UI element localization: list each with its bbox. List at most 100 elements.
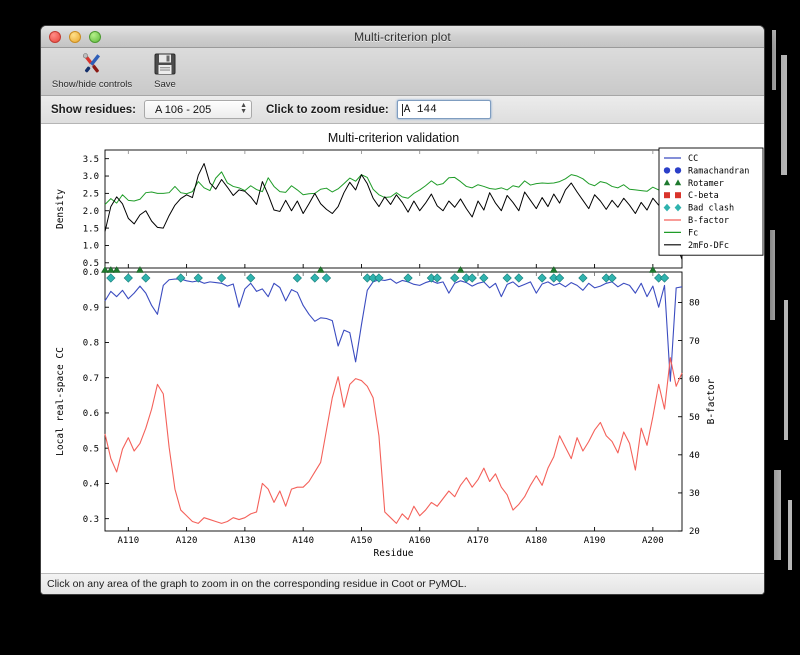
y-tick-label-cc: 0.5 <box>83 444 99 454</box>
bad-clash-marker[interactable] <box>578 273 588 283</box>
series-2mfo-dfc <box>104 163 683 260</box>
rotamer-outlier-marker[interactable] <box>106 266 115 273</box>
status-bar: Click on any area of the graph to zoom i… <box>41 573 764 594</box>
chart-title: Multi-criterion validation <box>328 131 459 145</box>
x-tick-label: A120 <box>176 536 198 546</box>
rotamer-outlier-marker[interactable] <box>135 266 145 273</box>
bad-clash-marker[interactable] <box>123 273 133 283</box>
bad-clash-marker[interactable] <box>141 273 151 283</box>
desktop-texture <box>784 300 788 440</box>
rotamer-outlier-marker[interactable] <box>100 266 110 273</box>
desktop-texture <box>788 500 792 570</box>
series-cc <box>104 278 683 382</box>
y-tick-label-cc: 0.9 <box>83 303 99 313</box>
bad-clash-marker[interactable] <box>292 273 302 283</box>
zoom-residue-label: Click to zoom residue: <box>266 103 389 116</box>
show-hide-controls-label: Show/hide controls <box>51 79 133 90</box>
legend-entry: Bad clash <box>663 203 734 214</box>
x-tick-label: A180 <box>525 536 547 546</box>
y-tick-label-density: 0.5 <box>83 259 99 269</box>
bad-clash-marker[interactable] <box>176 273 186 283</box>
x-axis-label: Residue <box>373 548 413 559</box>
bad-clash-marker[interactable] <box>374 273 384 283</box>
bad-clash-marker[interactable] <box>450 273 460 283</box>
desktop-texture <box>774 470 781 560</box>
save-button[interactable]: Save <box>143 50 187 90</box>
legend-square-icon <box>664 192 670 199</box>
close-button[interactable] <box>49 31 61 43</box>
window-traffic-lights <box>49 31 101 43</box>
cc-panel-frame <box>104 271 683 532</box>
legend-diamond-icon <box>674 203 682 212</box>
residue-range-value: A 106 - 205 <box>155 103 212 116</box>
y-axis-label-bfactor: B-factor <box>706 378 717 424</box>
series-fc <box>104 171 683 205</box>
legend-box <box>658 147 764 256</box>
bad-clash-marker[interactable] <box>554 273 565 283</box>
plot-canvas[interactable]: Multi-criterion validation 0.5 1.0 1.5 2.0 2.… <box>41 124 764 573</box>
bad-clash-marker[interactable] <box>321 273 332 283</box>
bad-clash-marker[interactable] <box>216 273 227 283</box>
x-tick-label: A190 <box>584 536 606 546</box>
window-title: Multi-criterion plot <box>354 29 451 44</box>
bad-clash-marker[interactable] <box>310 273 320 283</box>
bad-clash-marker[interactable] <box>502 273 512 283</box>
y-tick-label-bfactor: 70 <box>689 337 700 347</box>
rotamer-outlier-marker[interactable] <box>456 266 465 273</box>
bad-clash-marker[interactable] <box>514 273 524 283</box>
legend-label: Rotamer <box>688 179 724 189</box>
rotamer-outlier-marker[interactable] <box>316 266 325 273</box>
tools-icon <box>77 50 107 78</box>
legend-triangle-icon <box>674 179 682 186</box>
bad-clash-marker[interactable] <box>659 273 670 283</box>
bad-clash-marker[interactable] <box>607 273 617 283</box>
bad-clash-marker[interactable] <box>106 273 116 283</box>
bad-clash-marker[interactable] <box>403 273 413 283</box>
legend-label: C-beta <box>688 191 719 201</box>
desktop-texture <box>781 55 787 175</box>
legend-entry: CC <box>664 154 698 164</box>
save-label: Save <box>154 79 176 90</box>
legend-square-icon <box>675 192 681 199</box>
density-panel-frame <box>104 149 683 269</box>
bad-clash-marker[interactable] <box>479 273 489 283</box>
legend-label: Ramachandran <box>688 166 749 176</box>
y-axis-label-cc: Local real-space CC <box>55 347 66 456</box>
y-tick-label-bfactor: 40 <box>689 451 700 461</box>
zoom-button[interactable] <box>89 31 101 43</box>
residue-range-select[interactable]: A 106 - 205 ▲ ▼ <box>144 100 252 119</box>
text-caret <box>401 103 403 116</box>
y-tick-label-density: 1.5 <box>83 224 99 234</box>
legend-label: Fc <box>688 228 698 238</box>
zoom-residue-value: A 144 <box>403 103 437 116</box>
bad-clash-marker[interactable] <box>537 273 547 283</box>
y-tick-label-cc: 0.8 <box>83 339 99 349</box>
status-text: Click on any area of the graph to zoom i… <box>47 578 467 590</box>
bad-clash-marker[interactable] <box>432 273 442 283</box>
minimize-button[interactable] <box>69 31 81 43</box>
rotamer-outlier-marker[interactable] <box>648 266 657 273</box>
legend-circle-icon <box>674 167 682 174</box>
bad-clash-marker[interactable] <box>467 273 477 283</box>
y-tick-label-cc: 0.4 <box>83 480 99 490</box>
rotamer-outlier-marker[interactable] <box>112 266 121 273</box>
y-tick-label-cc: 0.6 <box>83 409 99 419</box>
show-hide-controls-button[interactable]: Show/hide controls <box>51 50 133 90</box>
rotamer-outlier-marker[interactable] <box>549 266 558 273</box>
bad-clash-marker[interactable] <box>193 273 203 283</box>
x-tick-label: A150 <box>351 536 373 546</box>
y-tick-label-cc: 0.7 <box>83 374 99 384</box>
y-axis-label-density: Density <box>55 189 66 229</box>
desktop-texture <box>770 230 775 320</box>
floppy-disk-icon <box>152 50 178 78</box>
bad-clash-marker[interactable] <box>246 273 256 283</box>
y-tick-label-density: 1.0 <box>83 242 99 252</box>
x-tick-label: A130 <box>234 536 256 546</box>
multi-criterion-validation-chart[interactable]: Multi-criterion validation 0.5 1.0 1.5 2.0 2.… <box>41 124 764 573</box>
y-tick-label-cc: 0.3 <box>83 515 99 525</box>
chevron-updown-icon: ▲ ▼ <box>240 102 247 115</box>
zoom-residue-input[interactable]: A 144 <box>396 100 491 119</box>
window-titlebar[interactable]: Multi-criterion plot <box>41 26 764 48</box>
legend-diamond-icon <box>663 203 671 212</box>
